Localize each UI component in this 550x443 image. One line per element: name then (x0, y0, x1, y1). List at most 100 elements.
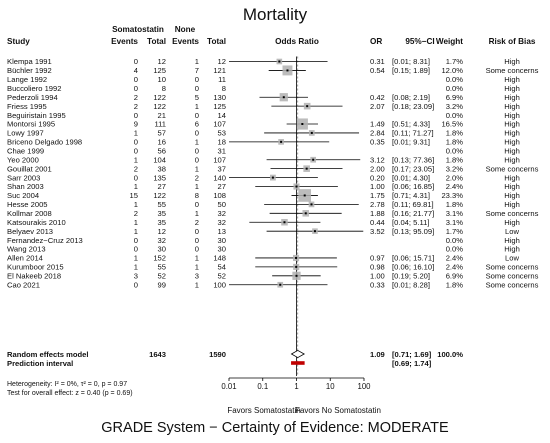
ci-value: [0.17; 23.05] (392, 164, 434, 173)
chart-title: Mortality (243, 5, 308, 24)
events-somatostatin: 2 (134, 209, 138, 218)
table-row: Kurumboor 2015 1 55 1 54 0.98 [0.06; 16.10] 2.4… (7, 263, 539, 272)
events-somatostatin: 1 (134, 218, 138, 227)
events-none: 0 (195, 84, 199, 93)
total-somatostatin: 16 (158, 138, 166, 147)
events-somatostatin: 0 (134, 173, 138, 182)
total-none: 148 (213, 254, 226, 263)
point-estimate (303, 194, 306, 197)
or-value: 0.31 (370, 57, 385, 66)
events-somatostatin: 3 (134, 272, 138, 281)
study-name: Suc 2004 (7, 191, 39, 200)
total-somatostatin: 111 (154, 120, 166, 129)
ci-value: [0.19; 5.20] (392, 272, 430, 281)
table-row: Fernandez−Cruz 2013 0 32 0 30 0.0% High (7, 236, 520, 245)
study-name: Kurumboor 2015 (7, 263, 64, 272)
events-somatostatin: 1 (134, 227, 138, 236)
risk-of-bias: High (504, 155, 520, 164)
total-somatostatin: 104 (153, 155, 166, 164)
total-none: 107 (213, 120, 226, 129)
events-none: 0 (195, 200, 199, 209)
total-somatostatin: 152 (153, 254, 166, 263)
weight-value: 0.0% (446, 84, 464, 93)
risk-of-bias: High (504, 57, 520, 66)
total-none: 27 (218, 182, 226, 191)
table-row: Wang 2013 0 30 0 30 0.0% High (7, 245, 520, 254)
header-risk: Risk of Bias (489, 37, 536, 46)
total-somatostatin: 57 (158, 129, 166, 138)
favors-left-label: Favors Somatostatin (227, 406, 300, 415)
total-none: 12 (218, 57, 226, 66)
table-row: El Nakeeb 2018 3 52 3 52 1.00 [0.19; 5.20] 6.9%… (7, 272, 539, 281)
total-somatostatin: 99 (158, 280, 166, 289)
total-none: 8 (222, 84, 226, 93)
or-value: 0.42 (370, 93, 385, 102)
events-somatostatin: 0 (134, 75, 138, 84)
study-name: Katsourakis 2010 (7, 218, 66, 227)
events-somatostatin: 15 (130, 191, 138, 200)
or-value: 1.00 (370, 182, 385, 191)
total-none: 30 (218, 245, 226, 254)
pooled-total-somatostatin: 1643 (149, 350, 166, 359)
or-value: 2.00 (370, 164, 385, 173)
events-somatostatin: 1 (134, 155, 138, 164)
risk-of-bias: High (504, 218, 520, 227)
total-none: 37 (218, 164, 226, 173)
weight-value: 0.0% (446, 147, 464, 156)
events-somatostatin: 1 (134, 200, 138, 209)
events-none: 5 (195, 93, 199, 102)
study-name: Gouillat 2001 (7, 164, 52, 173)
table-row: Friess 1995 2 122 1 125 2.07 [0.18; 23.09] 3.2%… (7, 102, 520, 111)
total-somatostatin: 135 (153, 173, 166, 182)
study-name: Büchler 1992 (7, 66, 52, 75)
x-tick-label: 100 (357, 382, 371, 391)
total-somatostatin: 27 (158, 182, 166, 191)
events-none: 0 (195, 227, 199, 236)
total-none: 53 (218, 129, 226, 138)
risk-of-bias: High (504, 120, 520, 129)
or-value: 0.20 (370, 173, 385, 182)
table-row: Suc 2004 15 122 8 108 1.75 [0.71; 4.31] 23.3% Hi… (7, 191, 520, 200)
risk-of-bias: High (504, 84, 520, 93)
study-name: Friess 1995 (7, 102, 47, 111)
total-somatostatin: 10 (158, 75, 166, 84)
or-value: 3.52 (370, 227, 385, 236)
header-total-1: Total (147, 37, 166, 46)
or-value: 0.44 (370, 218, 385, 227)
table-row: Lange 1992 0 10 0 11 0.0% High (7, 75, 520, 84)
header-weight: Weight (436, 37, 463, 46)
point-estimate (305, 167, 308, 170)
study-name: Shan 2003 (7, 182, 44, 191)
events-somatostatin: 0 (134, 138, 138, 147)
pooled-label: Random effects model (7, 350, 88, 359)
study-name: Fernandez−Cruz 2013 (7, 236, 83, 245)
events-none: 1 (195, 182, 199, 191)
study-name: El Nakeeb 2018 (7, 272, 61, 281)
point-estimate (282, 96, 285, 99)
table-row: Allen 2014 1 152 1 148 0.97 [0.06; 15.71] 2.4% L… (7, 254, 519, 263)
weight-value: 2.4% (446, 254, 464, 263)
risk-of-bias: High (504, 102, 520, 111)
table-row: Cao 2021 0 99 1 100 0.33 [0.01; 8.28] 1.8% Some … (7, 280, 539, 289)
point-estimate (295, 265, 298, 268)
total-somatostatin: 56 (158, 147, 166, 156)
table-row: Buccoliero 1992 0 8 0 8 0.0% High (7, 84, 520, 93)
events-somatostatin: 0 (134, 245, 138, 254)
study-rows: Klempa 1991 0 12 1 12 0.31 [0.01; 8.31] 1.7% Hig… (7, 57, 539, 368)
events-somatostatin: 9 (134, 120, 138, 129)
total-somatostatin: 122 (153, 191, 166, 200)
x-tick-label: 10 (326, 382, 335, 391)
total-somatostatin: 35 (158, 218, 166, 227)
study-name: Lowy 1997 (7, 129, 44, 138)
risk-of-bias: High (504, 173, 520, 182)
study-name: Klempa 1991 (7, 57, 52, 66)
events-somatostatin: 1 (134, 263, 138, 272)
weight-value: 2.4% (446, 182, 464, 191)
events-somatostatin: 0 (134, 280, 138, 289)
events-none: 0 (195, 129, 199, 138)
study-name: Cao 2021 (7, 280, 40, 289)
table-row: Lowy 1997 1 57 0 53 2.84 [0.11; 71.27] 1.8% High (7, 129, 520, 138)
weight-value: 1.7% (446, 57, 464, 66)
total-none: 32 (218, 209, 226, 218)
ci-value: [0.16; 21.77] (392, 209, 434, 218)
